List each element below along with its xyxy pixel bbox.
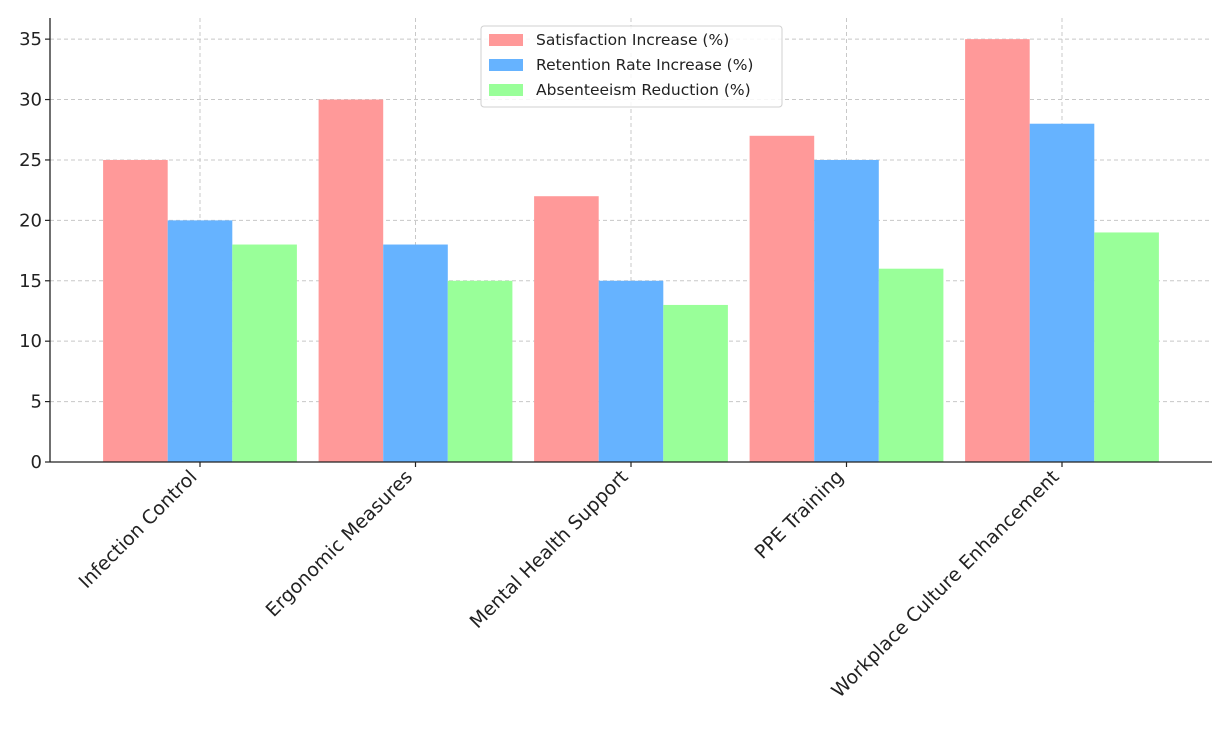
bar-3-4 bbox=[878, 268, 944, 462]
bar-2-2 bbox=[383, 244, 448, 462]
legend-swatch bbox=[489, 34, 523, 46]
bar-1-3 bbox=[534, 196, 599, 462]
x-axis-ticks: Infection Control Ergonomic Measures Menta… bbox=[75, 462, 1064, 702]
y-tick-label: 10 bbox=[19, 331, 42, 352]
bar-1-4 bbox=[749, 135, 815, 463]
bar-3-5 bbox=[1094, 232, 1159, 462]
bar-1-1 bbox=[103, 159, 168, 463]
bar-2-5 bbox=[1029, 123, 1095, 462]
bar-3-1 bbox=[232, 244, 297, 462]
bar-1-5 bbox=[965, 39, 1030, 463]
y-tick-label: 20 bbox=[19, 210, 42, 231]
bar-2-1 bbox=[167, 220, 233, 462]
x-tick-label: Workplace Culture Enhancement bbox=[827, 466, 1063, 702]
y-tick-label: 5 bbox=[31, 392, 42, 413]
y-tick-label: 35 bbox=[19, 29, 42, 50]
legend-box bbox=[480, 25, 783, 108]
y-tick-label: 0 bbox=[31, 452, 42, 473]
x-tick-label: Ergonomic Measures bbox=[262, 466, 417, 621]
legend-label: Retention Rate Increase (%) bbox=[536, 56, 753, 74]
bars bbox=[103, 39, 1159, 463]
x-tick-label: PPE Training bbox=[750, 466, 848, 564]
legend: Satisfaction Increase (%) Retention Rate … bbox=[480, 25, 783, 108]
legend-swatch bbox=[489, 59, 523, 71]
legend-label: Satisfaction Increase (%) bbox=[536, 31, 729, 49]
y-tick-label: 15 bbox=[19, 271, 42, 292]
legend-swatch bbox=[489, 84, 523, 96]
x-tick-label: Mental Health Support bbox=[466, 466, 633, 633]
bar-2-3 bbox=[598, 280, 664, 462]
bar-3-2 bbox=[447, 280, 513, 462]
bar-1-2 bbox=[318, 99, 384, 462]
bar-3-3 bbox=[663, 304, 728, 462]
y-axis-ticks: 0 5 10 15 20 25 30 35 bbox=[19, 29, 50, 473]
bar-2-4 bbox=[814, 159, 879, 463]
y-tick-label: 30 bbox=[19, 90, 42, 111]
y-tick-label: 25 bbox=[19, 150, 42, 171]
legend-label: Absenteeism Reduction (%) bbox=[536, 81, 751, 99]
x-tick-label: Infection Control bbox=[75, 466, 202, 593]
